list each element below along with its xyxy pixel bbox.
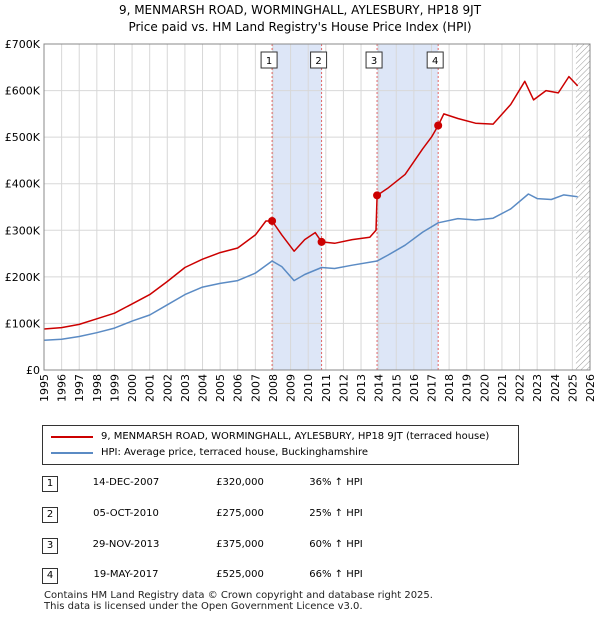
y-tick-label: £400K	[5, 178, 41, 191]
x-tick-label: 2007	[249, 374, 262, 402]
x-tick-label: 1995	[38, 374, 51, 402]
y-tick-label: £700K	[5, 38, 41, 51]
x-tick-label: 2024	[549, 374, 562, 402]
x-tick-label: 2011	[320, 374, 333, 402]
sale-label-number: 3	[371, 56, 377, 67]
x-tick-label: 1996	[56, 374, 69, 402]
x-tick-label: 2014	[373, 374, 386, 402]
x-tick-label: 2015	[390, 374, 403, 402]
sale-point	[268, 216, 277, 225]
legend-item-blue: HPI: Average price, terraced house, Buck…	[43, 445, 518, 461]
x-tick-label: 1997	[73, 374, 86, 402]
blue-line-swatch	[51, 452, 93, 454]
x-tick-label: 2010	[302, 374, 315, 402]
x-tick-label: 2026	[584, 374, 597, 402]
x-tick-label: 2017	[425, 374, 438, 402]
chart-subtitle: Price paid vs. HM Land Registry's House …	[128, 20, 472, 34]
sale-date: 19-MAY-2017	[93, 569, 159, 580]
sale-hpi: 25% ↑ HPI	[309, 508, 363, 519]
x-tick-label: 2005	[214, 374, 227, 402]
sale-hpi: 60% ↑ HPI	[309, 539, 363, 550]
sale-date: 14-DEC-2007	[92, 477, 160, 488]
x-tick-label: 2013	[355, 374, 368, 402]
x-tick-label: 2021	[496, 374, 509, 402]
x-tick-label: 2019	[461, 374, 474, 402]
sale-price: £375,000	[216, 539, 264, 550]
x-tick-label: 2000	[126, 374, 139, 402]
sale-number: 1	[42, 476, 58, 492]
y-tick-label: £0	[26, 364, 40, 377]
x-tick-label: 2020	[478, 374, 491, 402]
sale-row: 1 14-DEC-2007 £320,000 36% ↑ HPI	[0, 475, 600, 495]
sale-number: 3	[42, 538, 58, 554]
sale-label-number: 4	[432, 56, 438, 67]
x-tick-label: 2012	[337, 374, 350, 402]
x-tick-label: 2008	[267, 374, 280, 402]
x-tick-label: 2002	[161, 374, 174, 402]
x-tick-label: 2004	[197, 374, 210, 402]
x-tick-label: 2016	[408, 374, 421, 402]
y-tick-label: £200K	[5, 271, 41, 284]
sale-date: 29-NOV-2013	[92, 539, 160, 550]
sale-point	[373, 191, 382, 200]
sale-point	[317, 237, 326, 246]
sale-label-box	[365, 51, 383, 69]
x-tick-label: 2009	[285, 374, 298, 402]
sale-point	[434, 121, 443, 130]
sale-price: £320,000	[216, 477, 264, 488]
shaded-period	[377, 44, 439, 370]
y-tick-label: £300K	[5, 224, 41, 237]
sale-label-number: 2	[315, 56, 321, 67]
sale-label-box	[426, 51, 444, 69]
footer-licence: This data is licensed under the Open Gov…	[44, 601, 363, 612]
red-line-swatch	[51, 436, 93, 438]
sale-row: 4 19-MAY-2017 £525,000 66% ↑ HPI	[0, 567, 600, 587]
legend-item-red: 9, MENMARSH ROAD, WORMINGHALL, AYLESBURY…	[43, 429, 518, 445]
x-tick-label: 2001	[144, 374, 157, 402]
plot-frame	[43, 43, 591, 371]
chart-title: 9, MENMARSH ROAD, WORMINGHALL, AYLESBURY…	[118, 3, 482, 17]
sale-row: 3 29-NOV-2013 £375,000 60% ↑ HPI	[0, 537, 600, 557]
sale-price: £525,000	[216, 569, 264, 580]
sale-price: £275,000	[216, 508, 264, 519]
sale-row: 2 05-OCT-2010 £275,000 25% ↑ HPI	[0, 506, 600, 526]
sale-number: 4	[42, 568, 58, 584]
sale-label-number: 1	[266, 56, 272, 67]
x-tick-label: 2025	[566, 374, 579, 402]
x-tick-label: 2006	[232, 374, 245, 402]
x-tick-label: 2022	[514, 374, 527, 402]
x-tick-label: 2003	[179, 374, 192, 402]
sale-number: 2	[42, 507, 58, 523]
property-price-line	[43, 75, 579, 330]
y-tick-label: £600K	[5, 85, 41, 98]
footer-copyright: Contains HM Land Registry data © Crown c…	[44, 590, 433, 601]
shaded-period	[272, 44, 322, 370]
x-tick-label: 1999	[108, 374, 121, 402]
y-tick-label: £100K	[5, 317, 41, 330]
hatched-region	[575, 44, 590, 370]
sale-label-box	[260, 51, 278, 69]
sale-hpi: 66% ↑ HPI	[309, 569, 363, 580]
sale-date: 05-OCT-2010	[93, 508, 159, 519]
price-chart: 1 2 3 4 £0 £100K £200K £300K £400K £500K £600K £700…	[5, 38, 597, 402]
sale-hpi: 36% ↑ HPI	[309, 477, 363, 488]
x-tick-label: 2018	[443, 374, 456, 402]
x-tick-label: 2023	[531, 374, 544, 402]
x-tick-label: 1998	[91, 374, 104, 402]
sale-label-box	[310, 51, 328, 69]
legend: 9, MENMARSH ROAD, WORMINGHALL, AYLESBURY…	[42, 425, 519, 465]
hpi-line	[43, 193, 578, 341]
y-tick-label: £500K	[5, 131, 41, 144]
legend-blue-label: HPI: Average price, terraced house, Buck…	[101, 447, 369, 458]
legend-red-label: 9, MENMARSH ROAD, WORMINGHALL, AYLESBURY…	[101, 431, 490, 442]
